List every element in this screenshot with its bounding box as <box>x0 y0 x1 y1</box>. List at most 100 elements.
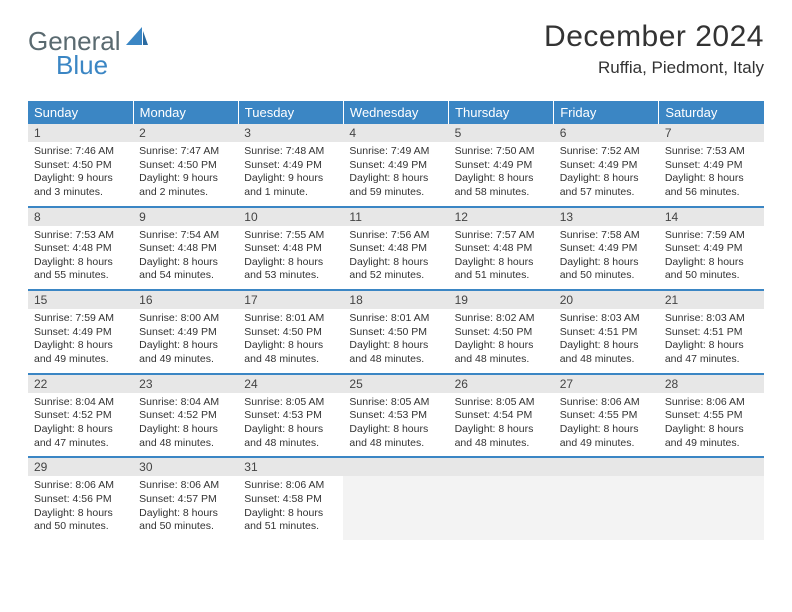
day-number: 27 <box>554 375 659 393</box>
sunrise-text: Sunrise: 8:06 AM <box>665 396 758 410</box>
daylight-text: Daylight: 8 hours and 48 minutes. <box>455 423 548 450</box>
sunrise-text: Sunrise: 8:05 AM <box>244 396 337 410</box>
day-number: 3 <box>238 124 343 142</box>
day-number: 8 <box>28 208 133 226</box>
day-cell: 4Sunrise: 7:49 AMSunset: 4:49 PMDaylight… <box>343 124 448 207</box>
sunrise-text: Sunrise: 8:06 AM <box>34 479 127 493</box>
daylight-text: Daylight: 8 hours and 48 minutes. <box>560 339 653 366</box>
day-number: 12 <box>449 208 554 226</box>
day-details: Sunrise: 8:06 AMSunset: 4:55 PMDaylight:… <box>659 393 764 457</box>
day-number: 23 <box>133 375 238 393</box>
day-details: Sunrise: 8:01 AMSunset: 4:50 PMDaylight:… <box>343 309 448 373</box>
sunset-text: Sunset: 4:52 PM <box>139 409 232 423</box>
empty-daynum <box>554 458 659 476</box>
day-number: 9 <box>133 208 238 226</box>
sunset-text: Sunset: 4:48 PM <box>244 242 337 256</box>
empty-day-cell <box>343 457 448 540</box>
day-cell: 31Sunrise: 8:06 AMSunset: 4:58 PMDayligh… <box>238 457 343 540</box>
day-number: 16 <box>133 291 238 309</box>
day-details: Sunrise: 8:04 AMSunset: 4:52 PMDaylight:… <box>133 393 238 457</box>
weekday-header: Thursday <box>449 101 554 124</box>
day-details: Sunrise: 8:04 AMSunset: 4:52 PMDaylight:… <box>28 393 133 457</box>
daylight-text: Daylight: 8 hours and 52 minutes. <box>349 256 442 283</box>
daylight-text: Daylight: 8 hours and 48 minutes. <box>349 423 442 450</box>
logo-sail-icon <box>126 27 148 52</box>
daylight-text: Daylight: 8 hours and 50 minutes. <box>560 256 653 283</box>
day-number: 1 <box>28 124 133 142</box>
sunrise-text: Sunrise: 8:05 AM <box>455 396 548 410</box>
day-number: 11 <box>343 208 448 226</box>
day-details: Sunrise: 7:56 AMSunset: 4:48 PMDaylight:… <box>343 226 448 290</box>
sunset-text: Sunset: 4:49 PM <box>349 159 442 173</box>
sunrise-text: Sunrise: 7:53 AM <box>34 229 127 243</box>
day-number: 10 <box>238 208 343 226</box>
day-number: 29 <box>28 458 133 476</box>
day-details: Sunrise: 7:57 AMSunset: 4:48 PMDaylight:… <box>449 226 554 290</box>
day-cell: 25Sunrise: 8:05 AMSunset: 4:53 PMDayligh… <box>343 374 448 458</box>
day-cell: 26Sunrise: 8:05 AMSunset: 4:54 PMDayligh… <box>449 374 554 458</box>
daylight-text: Daylight: 8 hours and 51 minutes. <box>455 256 548 283</box>
location: Ruffia, Piedmont, Italy <box>544 58 764 78</box>
sunset-text: Sunset: 4:50 PM <box>34 159 127 173</box>
daylight-text: Daylight: 8 hours and 48 minutes. <box>139 423 232 450</box>
day-cell: 16Sunrise: 8:00 AMSunset: 4:49 PMDayligh… <box>133 290 238 374</box>
sunset-text: Sunset: 4:49 PM <box>560 159 653 173</box>
day-number: 21 <box>659 291 764 309</box>
day-cell: 21Sunrise: 8:03 AMSunset: 4:51 PMDayligh… <box>659 290 764 374</box>
day-cell: 10Sunrise: 7:55 AMSunset: 4:48 PMDayligh… <box>238 207 343 291</box>
day-number: 14 <box>659 208 764 226</box>
day-number: 22 <box>28 375 133 393</box>
day-number: 7 <box>659 124 764 142</box>
calendar-table: SundayMondayTuesdayWednesdayThursdayFrid… <box>28 101 764 540</box>
day-details: Sunrise: 7:46 AMSunset: 4:50 PMDaylight:… <box>28 142 133 206</box>
daylight-text: Daylight: 8 hours and 49 minutes. <box>560 423 653 450</box>
month-title: December 2024 <box>544 20 764 54</box>
daylight-text: Daylight: 9 hours and 3 minutes. <box>34 172 127 199</box>
day-number: 25 <box>343 375 448 393</box>
daylight-text: Daylight: 8 hours and 48 minutes. <box>349 339 442 366</box>
sunrise-text: Sunrise: 7:46 AM <box>34 145 127 159</box>
sunset-text: Sunset: 4:53 PM <box>349 409 442 423</box>
day-details: Sunrise: 8:06 AMSunset: 4:57 PMDaylight:… <box>133 476 238 540</box>
sunrise-text: Sunrise: 8:03 AM <box>560 312 653 326</box>
daylight-text: Daylight: 8 hours and 50 minutes. <box>665 256 758 283</box>
day-details: Sunrise: 8:03 AMSunset: 4:51 PMDaylight:… <box>659 309 764 373</box>
day-cell: 7Sunrise: 7:53 AMSunset: 4:49 PMDaylight… <box>659 124 764 207</box>
daylight-text: Daylight: 8 hours and 49 minutes. <box>34 339 127 366</box>
day-cell: 29Sunrise: 8:06 AMSunset: 4:56 PMDayligh… <box>28 457 133 540</box>
sunrise-text: Sunrise: 7:48 AM <box>244 145 337 159</box>
weekday-header: Saturday <box>659 101 764 124</box>
daylight-text: Daylight: 8 hours and 55 minutes. <box>34 256 127 283</box>
sunrise-text: Sunrise: 8:04 AM <box>139 396 232 410</box>
day-cell: 8Sunrise: 7:53 AMSunset: 4:48 PMDaylight… <box>28 207 133 291</box>
sunrise-text: Sunrise: 7:53 AM <box>665 145 758 159</box>
day-details: Sunrise: 8:06 AMSunset: 4:58 PMDaylight:… <box>238 476 343 540</box>
day-number: 6 <box>554 124 659 142</box>
daylight-text: Daylight: 8 hours and 59 minutes. <box>349 172 442 199</box>
empty-daynum <box>659 458 764 476</box>
day-number: 4 <box>343 124 448 142</box>
sunrise-text: Sunrise: 8:04 AM <box>34 396 127 410</box>
daylight-text: Daylight: 8 hours and 47 minutes. <box>665 339 758 366</box>
sunrise-text: Sunrise: 7:55 AM <box>244 229 337 243</box>
daylight-text: Daylight: 8 hours and 48 minutes. <box>244 339 337 366</box>
day-details: Sunrise: 7:47 AMSunset: 4:50 PMDaylight:… <box>133 142 238 206</box>
day-number: 2 <box>133 124 238 142</box>
day-number: 20 <box>554 291 659 309</box>
day-details: Sunrise: 7:53 AMSunset: 4:48 PMDaylight:… <box>28 226 133 290</box>
sunrise-text: Sunrise: 7:54 AM <box>139 229 232 243</box>
daylight-text: Daylight: 8 hours and 48 minutes. <box>244 423 337 450</box>
empty-daynum <box>343 458 448 476</box>
day-number: 30 <box>133 458 238 476</box>
day-cell: 15Sunrise: 7:59 AMSunset: 4:49 PMDayligh… <box>28 290 133 374</box>
weekday-header: Tuesday <box>238 101 343 124</box>
sunset-text: Sunset: 4:50 PM <box>244 326 337 340</box>
sunset-text: Sunset: 4:50 PM <box>139 159 232 173</box>
sunrise-text: Sunrise: 7:50 AM <box>455 145 548 159</box>
day-cell: 28Sunrise: 8:06 AMSunset: 4:55 PMDayligh… <box>659 374 764 458</box>
day-cell: 22Sunrise: 8:04 AMSunset: 4:52 PMDayligh… <box>28 374 133 458</box>
sunset-text: Sunset: 4:54 PM <box>455 409 548 423</box>
day-number: 31 <box>238 458 343 476</box>
day-cell: 20Sunrise: 8:03 AMSunset: 4:51 PMDayligh… <box>554 290 659 374</box>
daylight-text: Daylight: 9 hours and 1 minute. <box>244 172 337 199</box>
